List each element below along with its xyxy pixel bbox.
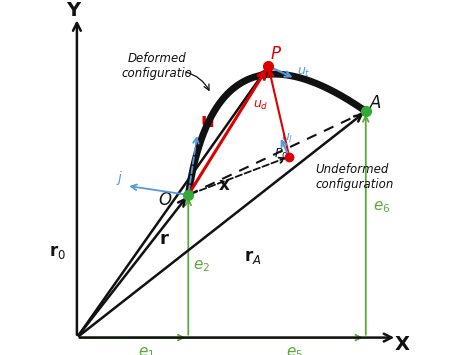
Text: $\mathbf{r}_0$: $\mathbf{r}_0$ bbox=[49, 243, 66, 261]
Text: $e_2$: $e_2$ bbox=[193, 258, 210, 274]
Text: $\mathbf{r}$: $\mathbf{r}$ bbox=[159, 230, 170, 248]
Text: $P$: $P$ bbox=[270, 45, 282, 63]
Text: $e_6$: $e_6$ bbox=[373, 199, 390, 215]
Text: $\mathbf{r}_A$: $\mathbf{r}_A$ bbox=[244, 248, 262, 266]
Text: $j$: $j$ bbox=[116, 169, 123, 187]
Text: $e_1$: $e_1$ bbox=[138, 346, 155, 355]
Text: $u_l$: $u_l$ bbox=[281, 132, 293, 146]
Text: $u_t$: $u_t$ bbox=[297, 66, 310, 79]
Text: $i$: $i$ bbox=[201, 126, 207, 141]
Text: X: X bbox=[395, 335, 410, 354]
Text: Deformed
configuratio: Deformed configuratio bbox=[121, 51, 192, 80]
Text: $\mathbf{u}$: $\mathbf{u}$ bbox=[201, 112, 215, 131]
Text: $P_0$: $P_0$ bbox=[273, 147, 288, 163]
Text: Undeformed
configuration: Undeformed configuration bbox=[315, 163, 394, 191]
Text: $e_5$: $e_5$ bbox=[286, 346, 303, 355]
Text: $O$: $O$ bbox=[158, 191, 173, 209]
Text: $\mathbf{x}$: $\mathbf{x}$ bbox=[218, 176, 230, 194]
Text: $u_d$: $u_d$ bbox=[253, 99, 268, 112]
Text: Y: Y bbox=[66, 1, 81, 20]
Text: $A$: $A$ bbox=[369, 94, 383, 112]
